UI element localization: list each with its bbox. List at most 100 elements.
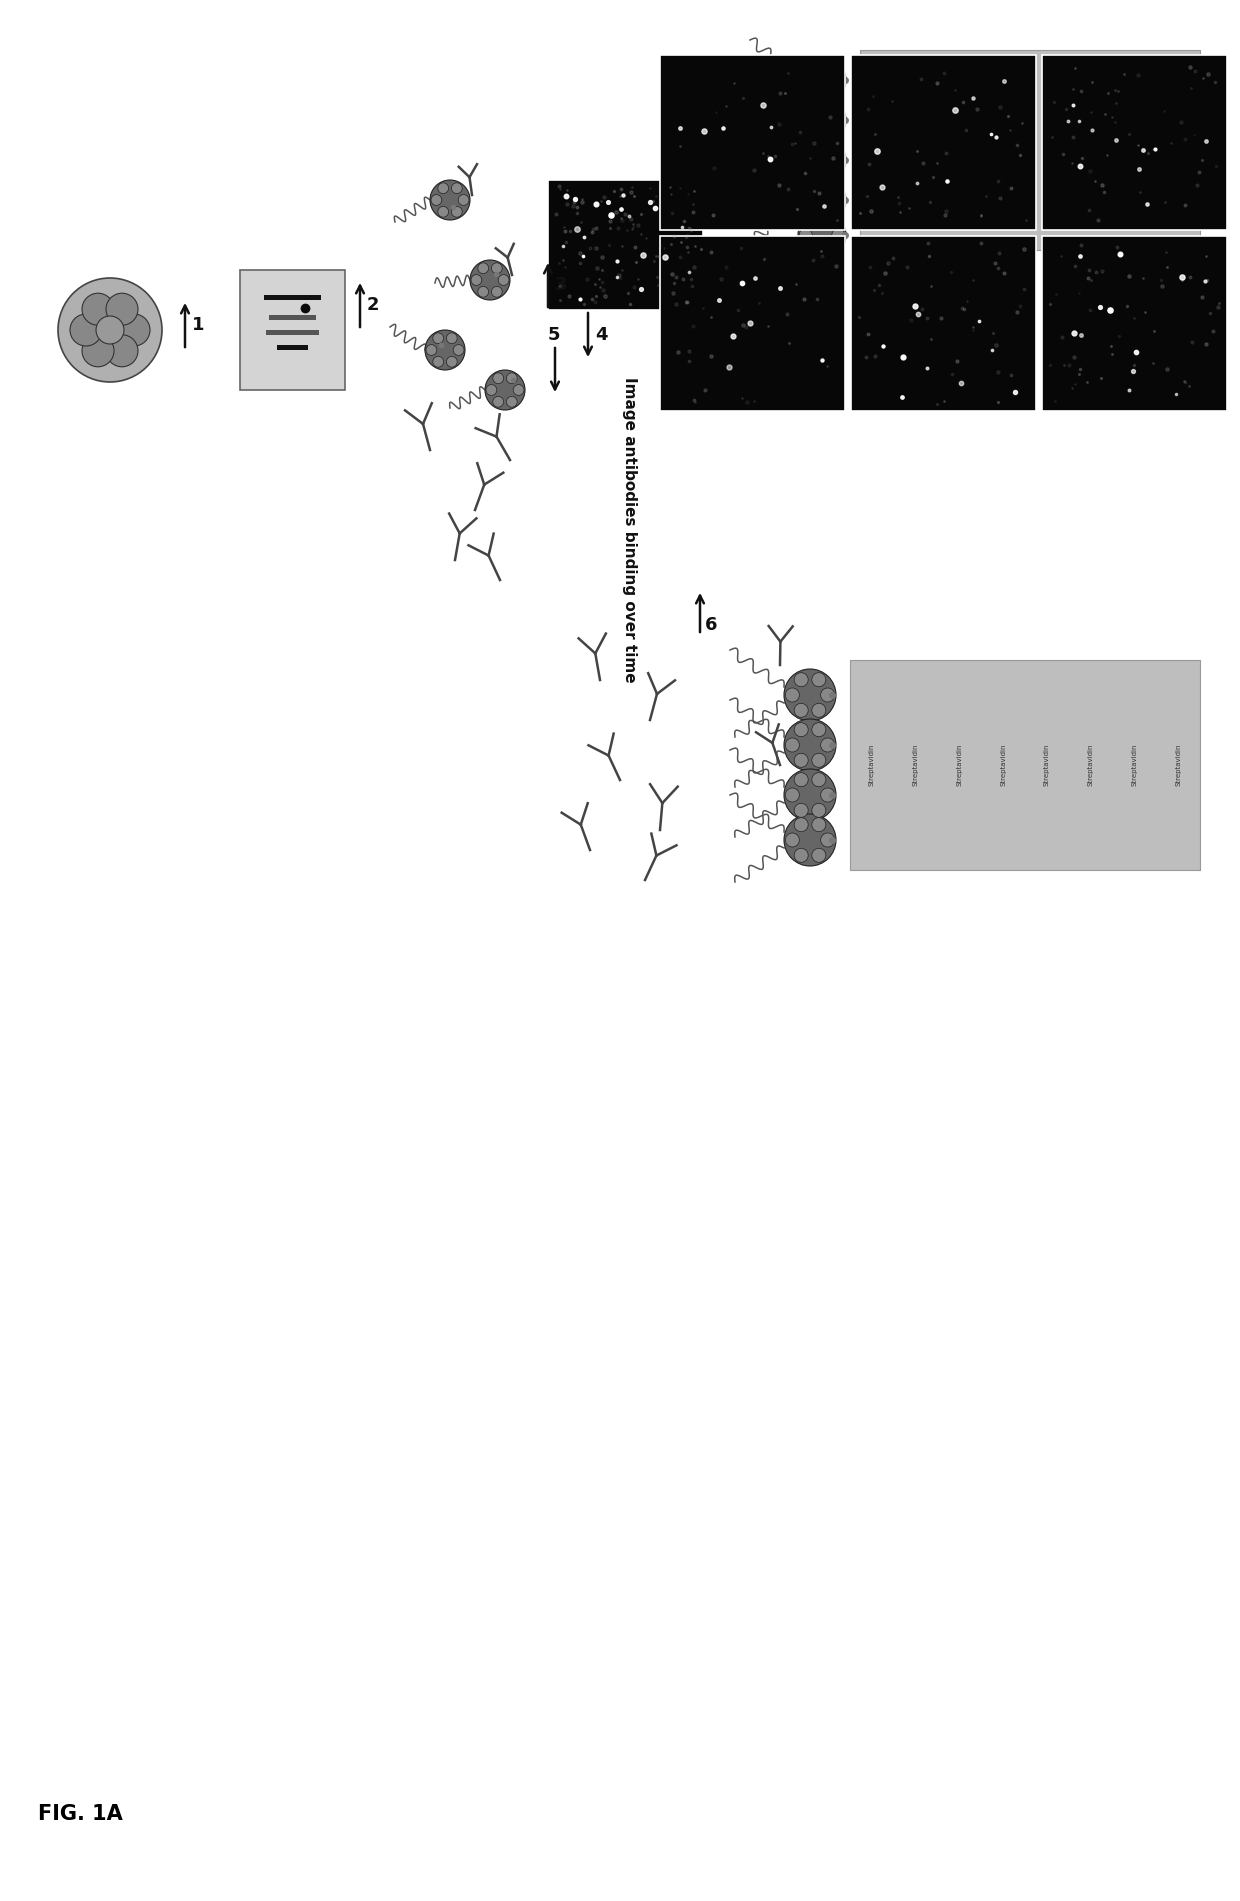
Text: Streptavidin: Streptavidin — [878, 129, 884, 171]
Circle shape — [498, 274, 508, 285]
Circle shape — [812, 817, 826, 833]
Circle shape — [785, 833, 800, 848]
Circle shape — [118, 314, 150, 346]
Text: 2: 2 — [367, 297, 379, 314]
Circle shape — [800, 228, 812, 241]
Circle shape — [807, 167, 821, 181]
Circle shape — [832, 228, 844, 241]
Circle shape — [794, 673, 808, 686]
Circle shape — [799, 137, 846, 184]
Circle shape — [427, 344, 436, 355]
Circle shape — [807, 179, 821, 192]
Circle shape — [784, 669, 836, 720]
Circle shape — [812, 804, 826, 817]
Circle shape — [807, 139, 821, 152]
Circle shape — [823, 127, 837, 141]
Circle shape — [438, 182, 449, 194]
Circle shape — [823, 87, 837, 101]
Bar — [264, 295, 321, 300]
Circle shape — [823, 207, 837, 221]
Circle shape — [485, 371, 525, 411]
Text: Streptavidin: Streptavidin — [1087, 743, 1094, 787]
Circle shape — [438, 207, 449, 217]
Circle shape — [105, 335, 138, 367]
Text: 1: 1 — [192, 316, 205, 335]
Circle shape — [58, 278, 162, 382]
Circle shape — [784, 719, 836, 772]
Circle shape — [492, 373, 503, 384]
Bar — [277, 344, 309, 350]
Text: Streptavidin: Streptavidin — [1006, 129, 1012, 171]
Circle shape — [823, 243, 837, 255]
Circle shape — [821, 688, 835, 701]
Bar — [660, 236, 844, 411]
Bar — [861, 49, 1200, 251]
Text: Streptavidin: Streptavidin — [1044, 743, 1050, 787]
Circle shape — [799, 177, 846, 224]
Text: 6: 6 — [706, 616, 718, 635]
Circle shape — [794, 848, 808, 863]
Circle shape — [432, 194, 441, 205]
Circle shape — [823, 59, 837, 72]
Circle shape — [430, 181, 470, 221]
Circle shape — [807, 215, 821, 228]
Circle shape — [105, 293, 138, 325]
Circle shape — [823, 139, 837, 152]
Circle shape — [82, 293, 114, 325]
Circle shape — [95, 316, 124, 344]
Circle shape — [477, 287, 489, 297]
Circle shape — [794, 753, 808, 768]
Circle shape — [506, 373, 517, 384]
Circle shape — [812, 772, 826, 787]
Circle shape — [823, 167, 837, 181]
Circle shape — [794, 722, 808, 738]
Circle shape — [807, 243, 821, 255]
Text: Streptavidin: Streptavidin — [956, 743, 962, 787]
Circle shape — [799, 55, 846, 105]
Circle shape — [821, 833, 835, 848]
Text: Streptavidin: Streptavidin — [1131, 743, 1137, 787]
Circle shape — [832, 74, 844, 86]
Circle shape — [486, 384, 497, 395]
Text: Streptavidin: Streptavidin — [1048, 129, 1054, 171]
Text: 5: 5 — [548, 325, 560, 344]
Circle shape — [821, 789, 835, 802]
Circle shape — [799, 95, 846, 144]
Text: Streptavidin: Streptavidin — [913, 743, 919, 787]
Bar — [851, 236, 1035, 411]
Circle shape — [807, 127, 821, 141]
Bar — [269, 316, 316, 319]
Circle shape — [832, 194, 844, 207]
Circle shape — [823, 215, 837, 228]
Bar — [851, 55, 1035, 230]
Text: FIG. 1A: FIG. 1A — [38, 1804, 123, 1823]
Text: Streptavidin: Streptavidin — [869, 743, 875, 787]
Circle shape — [446, 333, 458, 344]
Circle shape — [784, 770, 836, 821]
Circle shape — [425, 331, 465, 371]
Circle shape — [470, 260, 510, 300]
Circle shape — [433, 333, 444, 344]
Circle shape — [800, 114, 812, 127]
Circle shape — [446, 355, 458, 367]
Circle shape — [800, 154, 812, 167]
Text: Streptavidin: Streptavidin — [1176, 129, 1182, 171]
Circle shape — [823, 179, 837, 192]
Bar — [548, 181, 703, 310]
Circle shape — [506, 397, 517, 407]
Text: 3: 3 — [556, 276, 568, 295]
Circle shape — [491, 287, 502, 297]
Circle shape — [477, 262, 489, 274]
Circle shape — [823, 99, 837, 112]
Circle shape — [82, 335, 114, 367]
Circle shape — [471, 274, 482, 285]
Circle shape — [794, 703, 808, 717]
Circle shape — [807, 207, 821, 221]
Circle shape — [807, 59, 821, 72]
Circle shape — [812, 848, 826, 863]
Circle shape — [785, 738, 800, 753]
Circle shape — [807, 99, 821, 112]
Circle shape — [785, 789, 800, 802]
Circle shape — [459, 194, 469, 205]
Circle shape — [451, 207, 463, 217]
